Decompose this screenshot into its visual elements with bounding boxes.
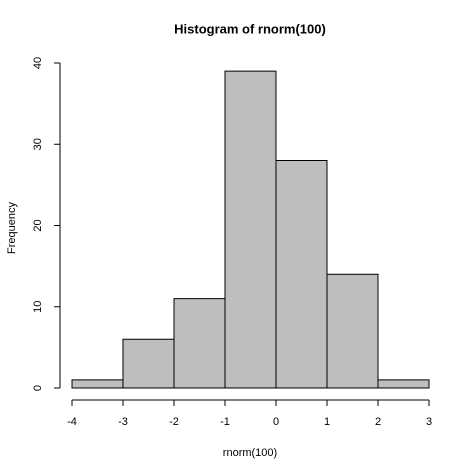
y-tick-label: 10 [32, 301, 44, 313]
bar [122, 338, 175, 389]
bar [173, 298, 226, 389]
bar [224, 70, 277, 389]
x-tick-label: 2 [375, 416, 381, 428]
x-tick-label: -3 [118, 416, 128, 428]
x-tick-label: 1 [324, 416, 330, 428]
x-tick-label: 0 [273, 416, 279, 428]
chart-title: Histogram of rnorm(100) [174, 21, 326, 36]
y-tick-label: 0 [32, 385, 44, 391]
y-tick-label: 40 [32, 57, 44, 69]
x-tick-label: 3 [426, 416, 432, 428]
x-tick-label: -1 [220, 416, 230, 428]
x-axis-label: rnorm(100) [223, 447, 277, 459]
y-tick-label: 20 [32, 219, 44, 231]
x-tick-label: -4 [67, 416, 77, 428]
x-tick-label: -2 [169, 416, 179, 428]
bar [275, 160, 328, 389]
y-axis-label: Frequency [6, 202, 18, 254]
bar [377, 379, 430, 389]
y-tick-label: 30 [32, 138, 44, 150]
bar [71, 379, 124, 389]
bar [326, 273, 379, 389]
